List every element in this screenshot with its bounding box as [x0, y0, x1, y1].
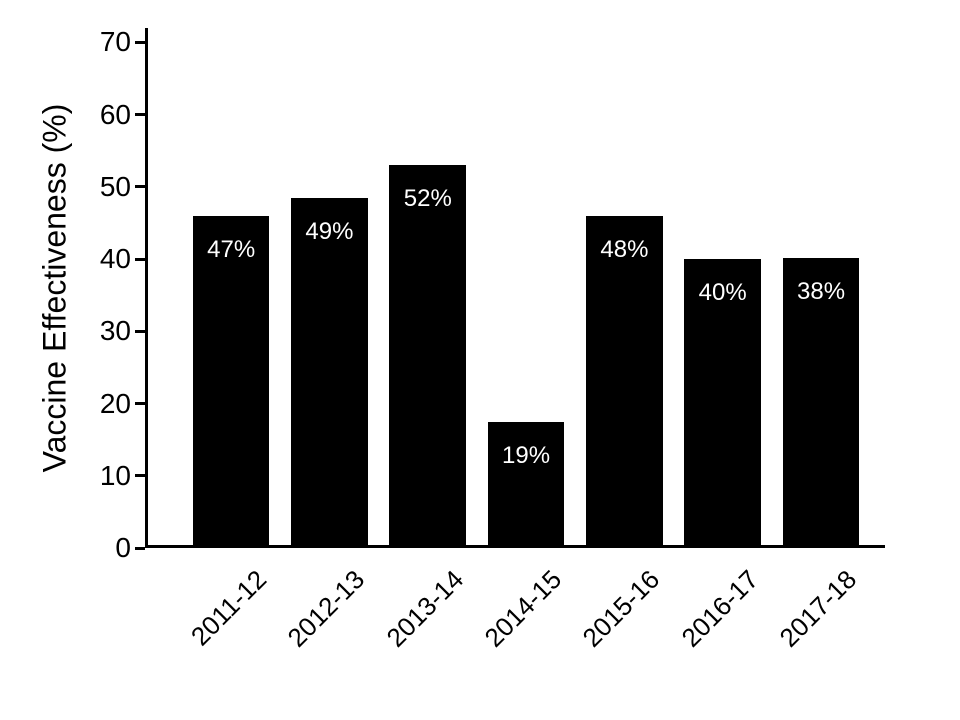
bar-value-label: 52%: [404, 185, 452, 213]
y-axis-title: Vaccine Effectiveness (%): [37, 104, 74, 473]
y-tick-label: 60: [100, 99, 145, 131]
y-tick-label: 0: [115, 532, 145, 564]
bar-value-label: 19%: [502, 442, 550, 470]
bar-value-label: 40%: [699, 279, 747, 307]
x-tick-label: 2014-15: [461, 564, 568, 671]
y-tick-label: 70: [100, 26, 145, 58]
chart-stage: 0 10 20 30 40 50 60 70 47% 2011-12 49% 2012-13 52% 20…: [0, 0, 960, 720]
x-tick-label: 2013-14: [363, 564, 470, 671]
bar: 48%: [586, 216, 663, 548]
bar-value-label: 47%: [207, 236, 255, 264]
y-tick-label: 50: [100, 171, 145, 203]
bar: 38%: [783, 258, 860, 548]
x-tick-label: 2012-13: [265, 564, 372, 671]
x-tick-label: 2017-18: [756, 564, 863, 671]
x-tick-label: 2011-12: [166, 564, 273, 671]
bar: 52%: [389, 165, 466, 548]
bar: 40%: [684, 259, 761, 548]
x-tick-label: 2015-16: [560, 564, 667, 671]
bar: 47%: [193, 216, 270, 548]
bar-value-label: 49%: [305, 218, 353, 246]
bar: 49%: [291, 198, 368, 548]
y-axis-line: [145, 28, 148, 548]
y-tick-label: 30: [100, 315, 145, 347]
bar-value-label: 38%: [797, 278, 845, 306]
y-tick-label: 40: [100, 243, 145, 275]
x-tick-label: 2016-17: [658, 564, 765, 671]
plot-area: 01020304050607047%2011-1249%2012-1352%20…: [145, 28, 885, 548]
y-tick-label: 20: [100, 388, 145, 420]
bar-value-label: 48%: [600, 236, 648, 264]
bar: 19%: [488, 422, 565, 548]
y-tick-label: 10: [100, 460, 145, 492]
